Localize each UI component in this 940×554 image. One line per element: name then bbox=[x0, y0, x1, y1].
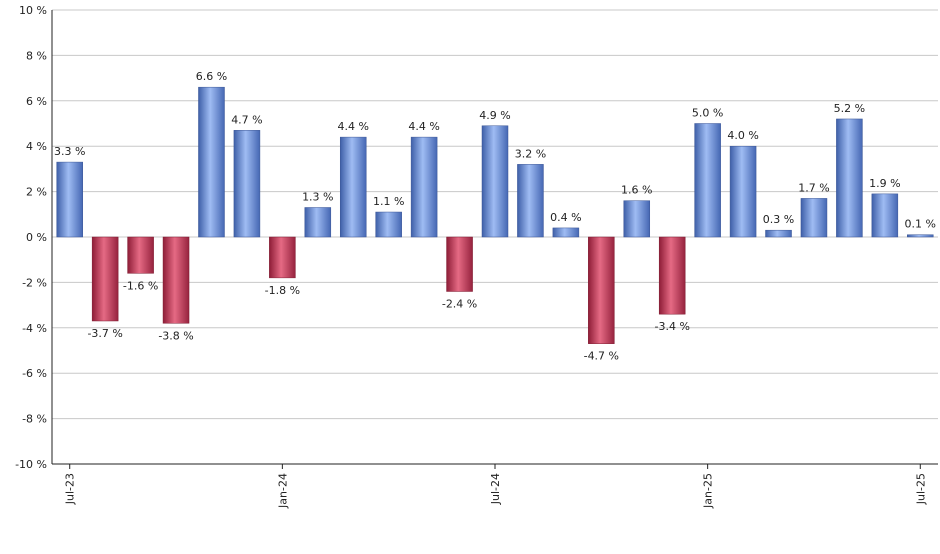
bar-Jul-24 bbox=[481, 125, 509, 238]
y-axis-tick-labels: 10 % 8 % 6 % 4 % 2 % 0 % -2 % -4 % -6 % -8 % -10 % bbox=[15, 4, 47, 471]
data-label: 3.3 % bbox=[54, 145, 85, 158]
data-label: 3.2 % bbox=[515, 147, 546, 160]
data-label: -2.4 % bbox=[442, 297, 477, 310]
x-axis-tick-labels: Jul-23 Jan-24 Jul-24 Jan-25 Jul-25 bbox=[64, 464, 927, 509]
y-tick-label: 0 % bbox=[26, 231, 47, 244]
bar-May-24 bbox=[410, 136, 438, 238]
bar-Oct-23 bbox=[162, 236, 190, 324]
y-tick-label: -4 % bbox=[22, 322, 47, 335]
bar-Aug-24 bbox=[517, 164, 544, 238]
bar-Mar-25 bbox=[765, 229, 792, 238]
bar-Jun-25 bbox=[871, 193, 899, 238]
data-label: 4.7 % bbox=[231, 113, 262, 126]
data-label: 4.4 % bbox=[408, 120, 439, 133]
y-tick-label: 4 % bbox=[26, 140, 47, 153]
y-tick-label: -8 % bbox=[22, 413, 47, 426]
bar-Sep-23 bbox=[127, 236, 154, 274]
data-label: 1.7 % bbox=[798, 181, 829, 194]
data-label: -1.6 % bbox=[123, 279, 158, 292]
data-label: -4.7 % bbox=[584, 350, 619, 363]
x-tick-label: Jan-24 bbox=[276, 473, 289, 509]
bar-Apr-25 bbox=[800, 198, 828, 238]
data-label: -3.4 % bbox=[654, 320, 689, 333]
data-label: 0.1 % bbox=[905, 218, 936, 231]
bar-Feb-24 bbox=[304, 207, 332, 238]
data-label: 5.2 % bbox=[834, 102, 865, 115]
data-label: -3.8 % bbox=[158, 329, 193, 342]
data-label: 1.3 % bbox=[302, 190, 333, 203]
y-tick-label: 2 % bbox=[26, 186, 47, 199]
x-tick-label: Jul-24 bbox=[489, 473, 502, 505]
data-label: 0.3 % bbox=[763, 213, 794, 226]
bar-Sep-24 bbox=[552, 227, 580, 238]
bars bbox=[56, 86, 934, 344]
bar-Feb-25 bbox=[729, 145, 757, 238]
y-tick-label: -6 % bbox=[22, 367, 47, 380]
y-tick-label: -10 % bbox=[15, 458, 47, 471]
bar-Nov-23 bbox=[198, 86, 225, 238]
bar-Jul-23 bbox=[56, 161, 83, 238]
data-label: -3.7 % bbox=[87, 327, 122, 340]
bar-Dec-23 bbox=[233, 130, 261, 238]
x-tick-label: Jan-25 bbox=[702, 473, 715, 509]
bar-Oct-24 bbox=[588, 236, 615, 344]
data-label: -1.8 % bbox=[265, 284, 300, 297]
data-label: 4.4 % bbox=[338, 120, 369, 133]
bar-Mar-24 bbox=[339, 136, 367, 238]
x-tick-label: Jul-25 bbox=[914, 473, 927, 505]
bar-Dec-24 bbox=[658, 236, 686, 315]
data-label: 5.0 % bbox=[692, 107, 723, 120]
y-tick-label: 6 % bbox=[26, 95, 47, 108]
data-label: 1.9 % bbox=[869, 177, 900, 190]
bar-Jul-25 bbox=[907, 234, 934, 238]
y-tick-label: 10 % bbox=[19, 4, 47, 17]
data-label: 6.6 % bbox=[196, 70, 227, 83]
x-tick-label: Jul-23 bbox=[64, 473, 77, 505]
data-labels: 3.3 % -3.7 % -1.6 % -3.8 % 6.6 % 4.7 % -1.8 % 1… bbox=[54, 70, 936, 363]
bar-Aug-23 bbox=[91, 236, 119, 322]
bar-Apr-24 bbox=[375, 211, 402, 238]
data-label: 4.0 % bbox=[727, 129, 758, 142]
data-label: 4.9 % bbox=[479, 109, 510, 122]
y-tick-label: -2 % bbox=[22, 276, 47, 289]
y-tick-label: 8 % bbox=[26, 49, 47, 62]
bar-May-25 bbox=[836, 118, 863, 238]
data-label: 0.4 % bbox=[550, 211, 581, 224]
bar-Nov-24 bbox=[623, 200, 651, 238]
data-label: 1.1 % bbox=[373, 195, 404, 208]
bar-Jan-24 bbox=[269, 236, 296, 279]
bar-Jan-25 bbox=[694, 123, 721, 238]
bar-Jun-24 bbox=[446, 236, 473, 292]
data-label: 1.6 % bbox=[621, 184, 652, 197]
